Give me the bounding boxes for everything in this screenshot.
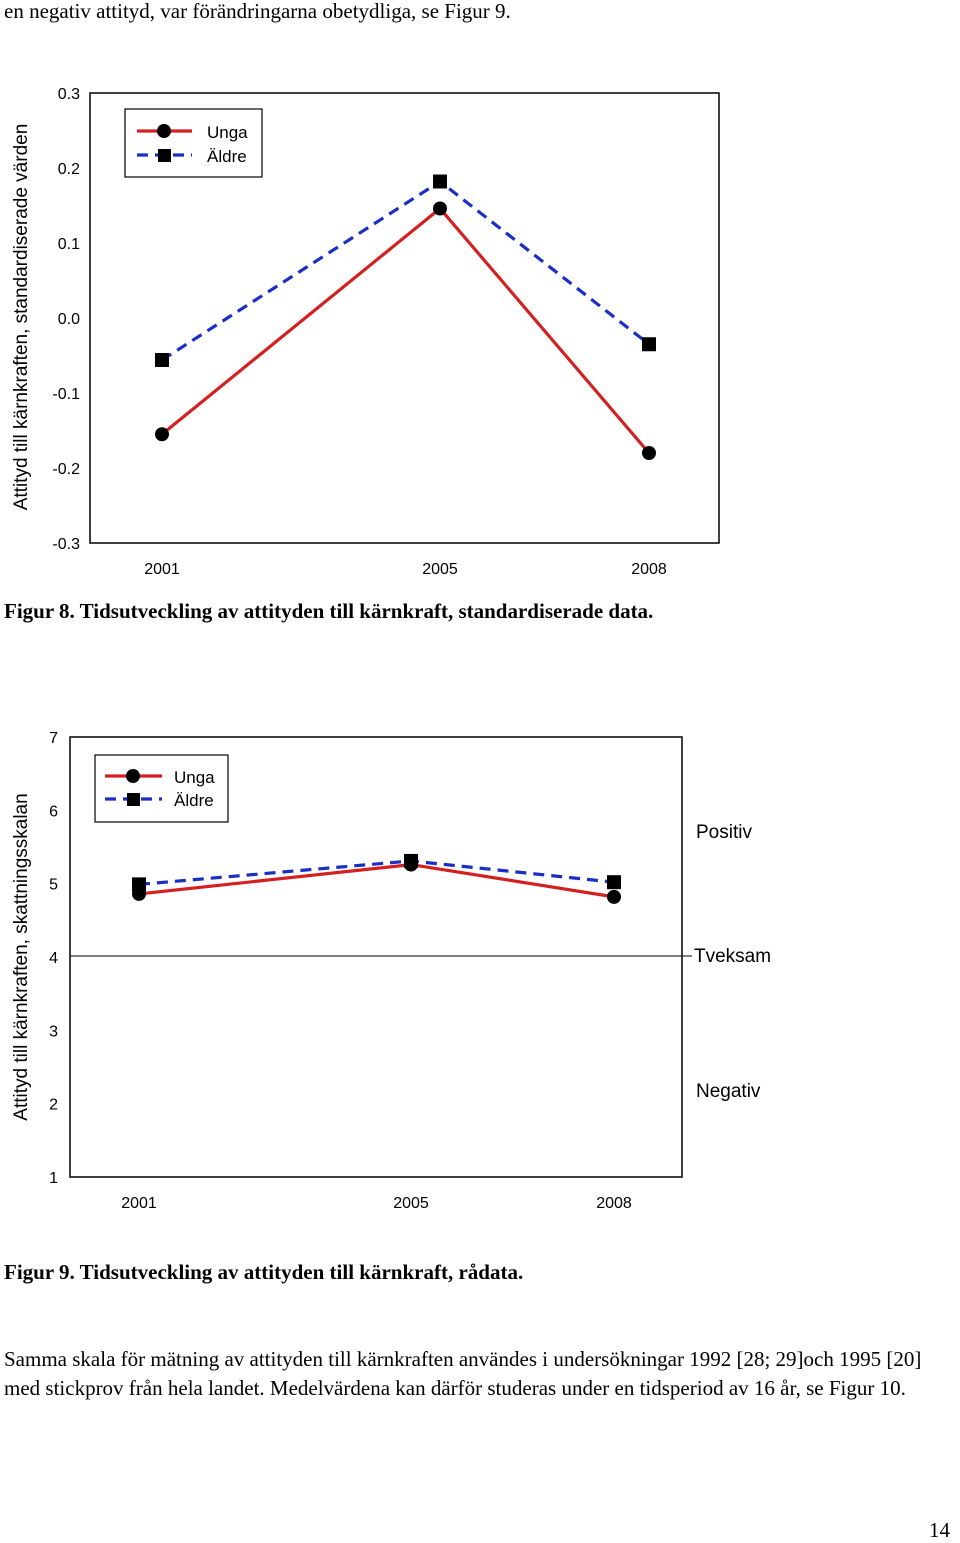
x-tick-label: 2008: [631, 561, 667, 578]
x-tick-label: 2008: [596, 1195, 632, 1212]
legend-box: [124, 108, 263, 178]
x-tick-label: 2001: [144, 561, 180, 578]
series-line-aldre: [161, 179, 650, 362]
x-tick-label: 2001: [121, 1195, 157, 1212]
data-point-unga: [404, 857, 418, 872]
data-point-unga: [132, 886, 146, 901]
figure-8-chart: Attityd till kärnkraften, standardiserad…: [11, 86, 720, 578]
series-line-aldre: [138, 859, 615, 886]
y-tick-label: 5: [49, 877, 58, 894]
y-tick-label: 2: [49, 1097, 58, 1114]
legend-unga-label: Unga: [174, 768, 215, 787]
y-tick-label: -0.3: [52, 536, 80, 553]
x-tick-label: 2005: [422, 561, 458, 578]
y-tick-label: 3: [49, 1023, 58, 1040]
body-paragraph: Samma skala för mätning av attityden til…: [4, 1347, 922, 1400]
page-number: 14: [929, 1518, 950, 1542]
figure-9-chart: Attityd till kärnkraften, skattningsskal…: [11, 730, 771, 1212]
figure-9-x-ticks: 2001 2005 2008: [121, 1195, 632, 1212]
y-tick-label: 0.3: [58, 86, 80, 103]
data-point-unga: [607, 889, 621, 904]
legend-aldre-label: Äldre: [207, 147, 247, 166]
series-line-unga: [138, 862, 615, 899]
data-point-aldre: [433, 174, 447, 189]
data-point-unga: [433, 201, 447, 216]
x-tick-label: 2005: [393, 1195, 429, 1212]
y-tick-label: -0.2: [52, 461, 80, 478]
y-tick-label: 0.0: [58, 311, 80, 328]
y-tick-label: 0.2: [58, 161, 80, 178]
figure-8-legend: Unga Äldre: [124, 108, 263, 178]
data-point-unga: [642, 446, 656, 460]
figure-9-legend: Unga Äldre: [94, 754, 229, 823]
figure-8-y-ticks: -0.3 -0.2 -0.1 0.0 0.1 0.2 0.3: [52, 86, 80, 553]
y-tick-label: 1: [49, 1170, 58, 1187]
legend-unga-label: Unga: [207, 123, 248, 142]
series-line-unga: [160, 206, 651, 455]
figure-8-ylabel: Attityd till kärnkraften, standardiserad…: [11, 124, 32, 511]
y-tick-label: -0.1: [52, 386, 80, 403]
y-tick-label: 6: [49, 803, 58, 820]
data-point-aldre: [642, 337, 656, 352]
figure-8-plot-frame: [89, 92, 720, 544]
figure-9-y-ticks: 1 2 3 4 5 6 7: [49, 730, 58, 1187]
figure-9-series: [132, 853, 621, 904]
figure-9-plot-frame: [69, 736, 683, 1178]
y-tick-label: 7: [49, 730, 58, 747]
figure-8-caption: Figur 8. Tidsutveckling av attityden til…: [4, 599, 654, 623]
legend-box: [94, 754, 229, 823]
legend-unga-marker: [126, 769, 140, 783]
legend-aldre-marker: [158, 149, 171, 162]
y-tick-label: 0.1: [58, 236, 80, 253]
annotation-positiv: Positiv: [696, 822, 752, 843]
y-tick-label: 4: [49, 950, 58, 967]
figure-8-series: [155, 174, 656, 460]
data-point-aldre: [607, 875, 621, 890]
legend-aldre-marker: [127, 793, 140, 806]
legend-unga-marker: [157, 124, 171, 138]
figure-8-x-ticks: 2001 2005 2008: [144, 561, 667, 578]
annotation-tveksam: Tveksam: [694, 946, 771, 967]
legend-aldre-label: Äldre: [174, 791, 214, 810]
data-point-unga: [155, 427, 169, 442]
figure-9-ylabel: Attityd till kärnkraften, skattningsskal…: [11, 793, 32, 1120]
figure-9-caption: Figur 9. Tidsutveckling av attityden til…: [4, 1260, 524, 1284]
intro-line: en negativ attityd, var förändringarna o…: [4, 0, 511, 23]
annotation-negativ: Negativ: [696, 1081, 761, 1102]
data-point-aldre: [155, 353, 169, 367]
